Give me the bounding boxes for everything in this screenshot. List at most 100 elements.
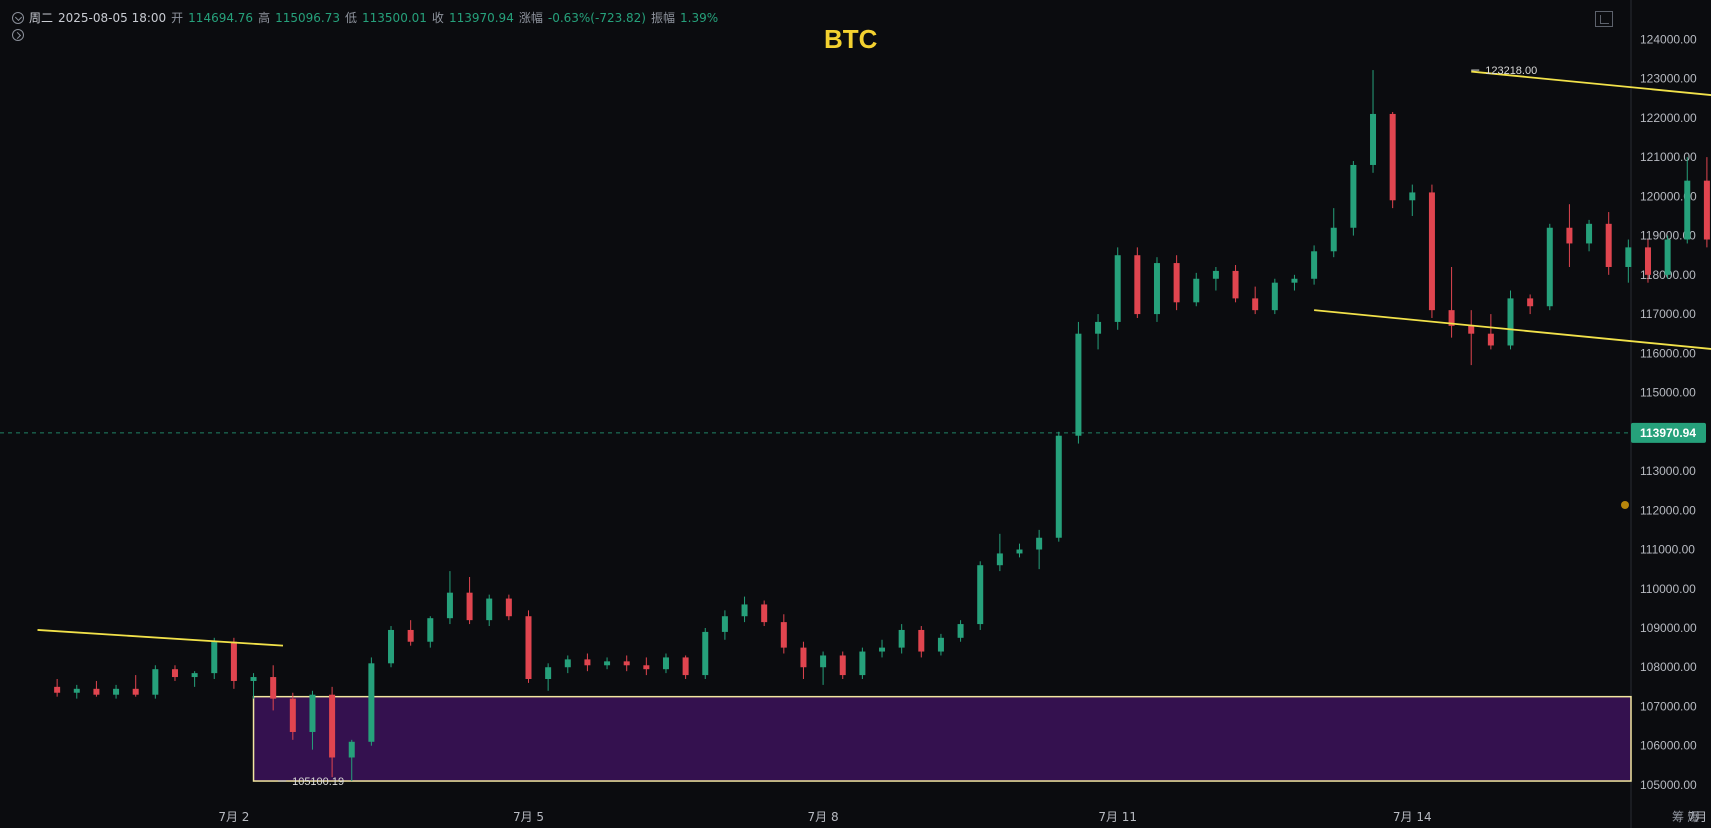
candle-body	[977, 565, 984, 625]
trendline	[1471, 70, 1711, 96]
candle-body	[1448, 310, 1455, 326]
y-tick-label: 107000.00	[1640, 699, 1697, 713]
x-tick-label: 7月 11	[1098, 810, 1137, 824]
y-tick-label: 110000.00	[1640, 582, 1696, 596]
expand-chevron-icon[interactable]	[12, 29, 24, 41]
candle-body	[1409, 192, 1416, 201]
candle-body	[250, 677, 257, 681]
alert-marker-icon[interactable]	[1621, 501, 1629, 509]
candle-body	[937, 637, 944, 652]
high-label: 高	[258, 11, 271, 25]
y-tick-label: 122000.00	[1640, 111, 1697, 125]
high-value: 115096.73	[275, 11, 340, 25]
fullscreen-icon[interactable]	[1595, 11, 1613, 27]
candle-body	[1389, 113, 1396, 201]
candle-body	[643, 665, 650, 670]
chart-title: BTC	[824, 24, 878, 54]
candle-body	[1703, 180, 1710, 240]
candle-body	[682, 657, 689, 676]
candle-body	[1212, 270, 1219, 279]
candle-body	[1252, 298, 1259, 311]
candle-body	[761, 604, 768, 623]
candle-body	[1173, 263, 1180, 303]
candle-body	[152, 669, 159, 695]
x-tick-label: 7月 17	[1688, 810, 1711, 824]
y-tick-label: 116000.00	[1640, 346, 1696, 360]
candle-body	[1605, 223, 1612, 267]
candle-body	[1075, 333, 1082, 436]
candle-body	[132, 688, 139, 695]
candle-body	[93, 688, 100, 695]
candle-body	[898, 629, 905, 648]
candle-body	[1153, 263, 1160, 315]
candle-body	[918, 629, 925, 652]
candle-body	[1487, 333, 1494, 346]
y-tick-label: 117000.00	[1640, 307, 1696, 321]
candle-body	[820, 655, 827, 668]
candle-body	[859, 651, 866, 676]
price-annotation: 105100.19	[292, 776, 344, 788]
candle-body	[879, 647, 886, 652]
close-value: 113970.94	[448, 11, 514, 25]
candle-body	[211, 641, 218, 674]
candle-body	[1114, 255, 1121, 322]
candle-body	[545, 667, 552, 680]
candle-body	[368, 663, 375, 742]
candle-body	[191, 673, 198, 678]
candle-body	[800, 647, 807, 668]
candle-body	[230, 641, 237, 681]
candle-body	[1664, 239, 1671, 275]
low-value: 113500.01	[362, 11, 427, 25]
close-label: 收	[431, 11, 444, 25]
candle-body	[486, 598, 493, 621]
candle-body	[1055, 435, 1062, 538]
candle-body	[1684, 180, 1691, 240]
candle-body	[54, 686, 61, 693]
y-tick-label: 124000.00	[1640, 32, 1697, 46]
candle-body	[1527, 298, 1534, 307]
candle-body	[741, 604, 748, 617]
change-value: -0.63%(-723.82)	[547, 11, 646, 25]
axis-corner-label[interactable]: 筹 爆	[1672, 810, 1700, 824]
candle-body	[329, 694, 336, 758]
candle-body	[427, 618, 434, 642]
x-tick-label: 7月 14	[1393, 810, 1432, 824]
candle-body	[1271, 282, 1278, 311]
candle-body	[1625, 247, 1632, 267]
collapse-chevron-icon[interactable]	[12, 12, 24, 24]
low-label: 低	[345, 11, 358, 25]
y-tick-label: 115000.00	[1640, 386, 1696, 400]
candle-body	[662, 657, 669, 670]
y-tick-label: 120000.00	[1640, 189, 1697, 203]
candle-body	[1232, 270, 1239, 299]
candle-body	[466, 592, 473, 621]
candle-body	[623, 661, 630, 666]
candle-body	[1350, 164, 1357, 228]
price-annotation: 123218.00	[1485, 65, 1537, 77]
open-value: 114694.76	[188, 11, 254, 25]
y-tick-label: 113000.00	[1640, 464, 1696, 478]
candle-body	[1370, 113, 1377, 165]
amplitude-label: 振幅	[651, 11, 676, 25]
candle-body	[348, 741, 355, 758]
candle-body	[780, 622, 787, 648]
candle-body	[1095, 321, 1102, 334]
candle-body	[171, 669, 178, 678]
weekday: 周二	[29, 11, 54, 25]
trendline	[1314, 309, 1711, 350]
candle-body	[957, 624, 964, 638]
candle-body	[1134, 255, 1141, 315]
y-tick-label: 105000.00	[1640, 778, 1697, 792]
candle-body	[604, 661, 611, 666]
candle-body	[1586, 223, 1593, 244]
candle-body	[309, 694, 316, 732]
last-price-tag	[1631, 422, 1706, 443]
candle-body	[113, 688, 120, 695]
candle-body	[584, 659, 591, 666]
candle-body	[564, 659, 571, 668]
candle-body	[721, 616, 728, 632]
trendline	[37, 629, 284, 647]
candle-body	[73, 688, 80, 693]
candle-body	[1311, 251, 1318, 279]
